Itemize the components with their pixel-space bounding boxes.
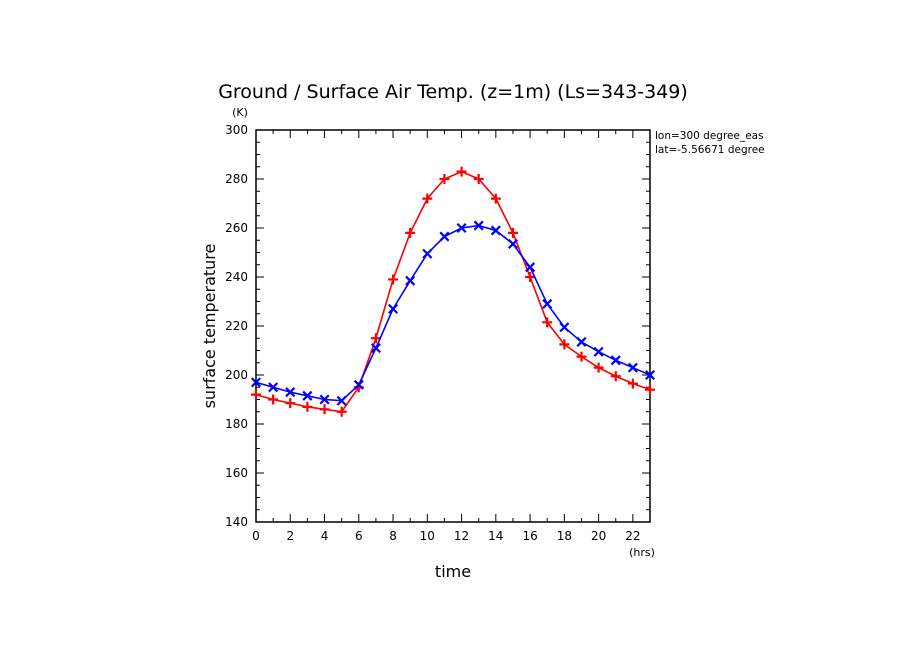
x-tick-label: 16 bbox=[522, 529, 537, 543]
x-unit-label: (hrs) bbox=[629, 546, 655, 559]
y-tick-label: 300 bbox=[225, 123, 248, 137]
series-line-1 bbox=[255, 170, 651, 413]
x-tick-label: 18 bbox=[557, 529, 572, 543]
series-2-point bbox=[610, 355, 621, 366]
series-2-point bbox=[507, 238, 518, 249]
x-axis-label: time bbox=[435, 562, 471, 581]
y-tick-label: 240 bbox=[225, 270, 248, 284]
annotation-lon: lon=300 degree_eas bbox=[655, 130, 764, 142]
x-tick-label: 10 bbox=[420, 529, 435, 543]
series-2-point bbox=[285, 387, 296, 398]
x-tick-label: 0 bbox=[252, 529, 260, 543]
series-2-point bbox=[336, 395, 347, 406]
series-2-point bbox=[542, 298, 553, 309]
series-2-point bbox=[456, 222, 467, 234]
series-2-point bbox=[593, 346, 604, 357]
series-2-point bbox=[525, 262, 536, 273]
y-tick-label: 200 bbox=[225, 368, 248, 382]
series-1-point bbox=[645, 384, 655, 395]
series-2-point bbox=[644, 369, 656, 381]
series-2-point bbox=[319, 394, 330, 405]
series-2-point bbox=[627, 362, 638, 373]
y-tick-label: 160 bbox=[225, 466, 248, 480]
series-1-point bbox=[542, 317, 553, 328]
series-1-point bbox=[593, 362, 604, 373]
series-1-point bbox=[370, 333, 381, 344]
y-axis-label: surface temperature bbox=[200, 244, 219, 409]
x-tick-label: 12 bbox=[454, 529, 469, 543]
series-1-point bbox=[490, 193, 501, 204]
x-tick-label: 22 bbox=[625, 529, 640, 543]
series-1-point bbox=[319, 404, 330, 415]
series-2-point bbox=[490, 225, 501, 236]
series-1-point bbox=[507, 227, 518, 238]
series-2-point bbox=[268, 382, 279, 393]
series-2-point bbox=[439, 231, 450, 242]
series-1-point bbox=[525, 272, 536, 282]
series-1-point bbox=[336, 406, 347, 417]
y-unit-label: (K) bbox=[232, 106, 248, 119]
series-1-point bbox=[251, 389, 261, 400]
series-line-2 bbox=[255, 224, 651, 402]
y-tick-label: 180 bbox=[225, 417, 248, 431]
series-1-point bbox=[302, 401, 313, 412]
series-1-point bbox=[559, 339, 570, 350]
series-1-point bbox=[473, 174, 484, 184]
series-2-point bbox=[302, 390, 313, 401]
chart-title: Ground / Surface Air Temp. (z=1m) (Ls=34… bbox=[218, 81, 688, 103]
series-2-point bbox=[405, 275, 416, 286]
series-1-point bbox=[388, 274, 399, 285]
x-tick-label: 20 bbox=[591, 529, 606, 543]
y-tick-label: 140 bbox=[225, 515, 248, 529]
annotation-lat: lat=-5.56671 degree bbox=[655, 144, 765, 156]
x-tick-label: 4 bbox=[321, 529, 329, 543]
series-2-point bbox=[250, 377, 262, 388]
series-2-point bbox=[388, 303, 399, 314]
series-1-point bbox=[285, 398, 296, 409]
y-tick-label: 260 bbox=[225, 221, 248, 235]
x-tick-label: 8 bbox=[389, 529, 397, 543]
series-layer bbox=[250, 166, 656, 417]
series-1-point bbox=[405, 227, 416, 238]
series-2-point bbox=[576, 336, 587, 347]
series-1-point bbox=[576, 351, 587, 362]
x-tick-label: 14 bbox=[488, 529, 503, 543]
series-1-point bbox=[439, 174, 450, 184]
series-2-point bbox=[353, 379, 364, 390]
x-tick-label: 6 bbox=[355, 529, 363, 543]
axes-layer: 0 2 4 6 8 10 12 14 16 18 20 22 140 160 180 200 220 240 260… bbox=[225, 123, 651, 543]
series-1-point bbox=[610, 371, 621, 382]
series-2-point bbox=[422, 248, 433, 259]
y-tick-label: 220 bbox=[225, 319, 248, 333]
series-1-point bbox=[627, 378, 638, 389]
series-2-point bbox=[473, 220, 484, 231]
x-tick-label: 2 bbox=[286, 529, 294, 543]
series-2-point bbox=[370, 343, 381, 354]
plot-frame bbox=[255, 129, 651, 523]
y-tick-label: 280 bbox=[225, 172, 248, 186]
series-1-point bbox=[422, 193, 433, 204]
series-1-point bbox=[268, 394, 279, 405]
series-2-point bbox=[559, 322, 570, 333]
series-1-point bbox=[456, 166, 467, 177]
